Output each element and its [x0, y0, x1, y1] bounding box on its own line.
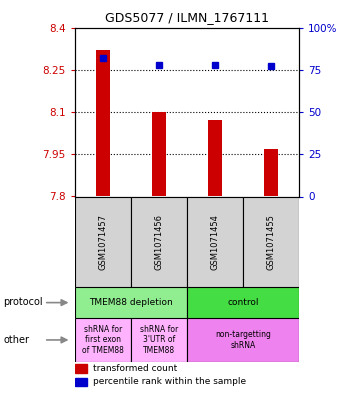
Text: other: other — [3, 335, 29, 345]
Bar — [187, 318, 299, 362]
Title: GDS5077 / ILMN_1767111: GDS5077 / ILMN_1767111 — [105, 11, 269, 24]
Text: control: control — [227, 298, 259, 307]
Text: transformed count: transformed count — [93, 364, 177, 373]
Bar — [187, 196, 243, 287]
Text: GSM1071457: GSM1071457 — [98, 214, 107, 270]
Text: TMEM88 depletion: TMEM88 depletion — [89, 298, 173, 307]
Text: GSM1071455: GSM1071455 — [267, 214, 276, 270]
Bar — [96, 50, 110, 196]
Text: GSM1071454: GSM1071454 — [210, 214, 220, 270]
Bar — [187, 287, 299, 318]
Bar — [208, 120, 222, 196]
Text: shRNA for
3'UTR of
TMEM88: shRNA for 3'UTR of TMEM88 — [140, 325, 178, 355]
Bar — [131, 318, 187, 362]
Bar — [75, 364, 87, 373]
Text: non-targetting
shRNA: non-targetting shRNA — [215, 330, 271, 350]
Bar — [264, 149, 278, 196]
Bar — [131, 196, 187, 287]
Bar — [75, 378, 87, 386]
Text: percentile rank within the sample: percentile rank within the sample — [93, 377, 246, 386]
Bar — [75, 318, 131, 362]
Bar — [75, 196, 131, 287]
Text: shRNA for
first exon
of TMEM88: shRNA for first exon of TMEM88 — [82, 325, 124, 355]
Bar — [152, 112, 166, 196]
Text: GSM1071456: GSM1071456 — [154, 214, 164, 270]
Bar — [75, 287, 187, 318]
Bar — [243, 196, 299, 287]
Text: protocol: protocol — [3, 297, 43, 307]
